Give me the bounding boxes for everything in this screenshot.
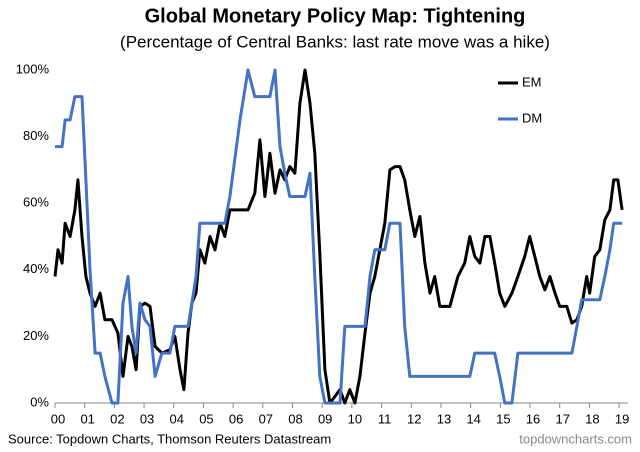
x-tick-label: 17 [555,411,569,426]
line-series [55,68,623,405]
y-tick-label: 0% [30,394,49,409]
y-tick-label: 100% [16,61,50,76]
y-tick-label: 20% [23,328,49,343]
x-tick-label: 10 [348,411,362,426]
x-tick-label: 05 [199,411,213,426]
x-tick-label: 00 [51,411,65,426]
x-tick-label: 14 [466,411,480,426]
x-tick-label: 11 [378,411,392,426]
x-tick-label: 09 [318,411,332,426]
chart-title: Global Monetary Policy Map: Tightening [145,5,526,27]
x-tick-label: 08 [288,411,302,426]
x-tick-label: 02 [110,411,124,426]
y-tick-label: 40% [23,261,49,276]
legend-label: EM [522,74,542,89]
x-tick-label: 01 [80,411,94,426]
x-tick-label: 06 [229,411,243,426]
x-tick-label: 12 [407,411,421,426]
x-tick-label: 18 [585,411,599,426]
x-tick-label: 07 [259,411,273,426]
legend-label: DM [522,110,542,125]
y-tick-label: 60% [23,195,49,210]
x-tick-label: 04 [170,411,184,426]
x-tick-label: 13 [437,411,451,426]
y-tick-label: 80% [23,128,49,143]
credit: topdowncharts.com [519,431,632,446]
x-tick-label: 15 [496,411,510,426]
chart-subtitle: (Percentage of Central Banks: last rate … [120,32,550,51]
x-tick-label: 19 [615,411,629,426]
x-tick-label: 03 [140,411,154,426]
source-note: Source: Topdown Charts, Thomson Reuters … [8,431,331,446]
x-tick-label: 16 [526,411,540,426]
